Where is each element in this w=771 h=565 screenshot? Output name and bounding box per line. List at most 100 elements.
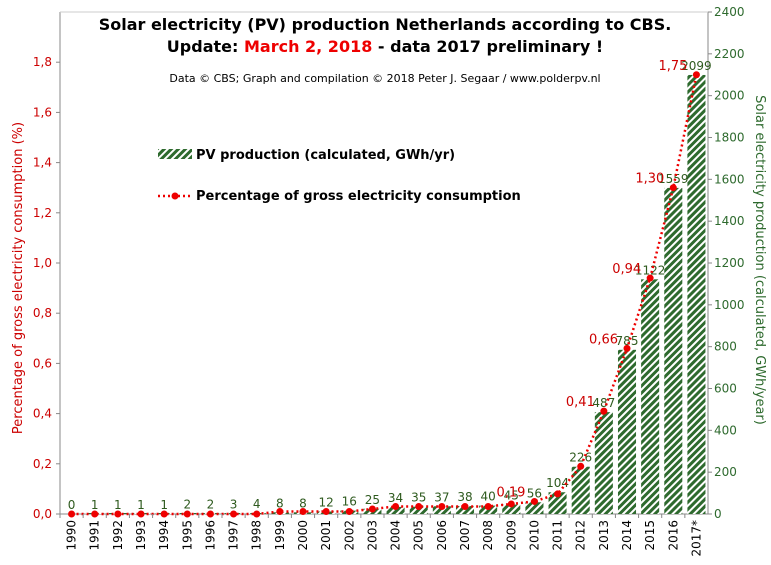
percentage-point-1997	[230, 510, 238, 518]
x-tick-label-2005: 2005	[412, 520, 426, 551]
left-tick-label: 1,0	[33, 256, 52, 270]
right-tick-label: 2200	[714, 47, 745, 61]
percentage-point-2013	[600, 407, 608, 415]
bar-label-1991: 1	[91, 498, 99, 512]
left-tick-label: 1,8	[33, 55, 52, 69]
x-tick-label-1998: 1998	[250, 520, 264, 551]
x-tick-label-2017*: 2017*	[689, 520, 703, 557]
percentage-label-2014: 0,66	[589, 332, 618, 347]
percentage-label-2013: 0,41	[566, 395, 595, 410]
x-tick-label-2009: 2009	[504, 520, 518, 551]
bar-2014	[617, 349, 637, 514]
left-tick-label: 1,2	[33, 206, 52, 220]
right-tick-label: 1000	[714, 298, 745, 312]
chart-title-line2: Update: March 2, 2018 - data 2017 prelim…	[167, 37, 603, 56]
chart-title-line1: Solar electricity (PV) production Nether…	[99, 15, 672, 34]
right-axis-ticks: 0 200 400 600 800 1000 1200 1400 1600 1800 2000 220…	[708, 5, 745, 521]
bar-label-1992: 1	[114, 498, 122, 512]
bar-label-1998: 4	[253, 497, 261, 511]
bar-label-2001: 12	[319, 495, 334, 509]
left-tick-label: 0,2	[33, 457, 52, 471]
x-tick-label-1993: 1993	[134, 520, 148, 551]
bar-label-1996: 2	[207, 498, 215, 512]
percentage-point-2014	[623, 344, 631, 352]
percentage-point-2001	[322, 507, 330, 515]
x-tick-label-2004: 2004	[389, 520, 403, 551]
right-tick-label: 1600	[714, 172, 745, 186]
bar-label-2017*: 2099	[681, 59, 712, 73]
x-tick-label-2013: 2013	[597, 520, 611, 551]
right-tick-label: 200	[714, 465, 737, 479]
x-tick-label-2015: 2015	[643, 520, 657, 551]
bar-label-2005: 35	[411, 491, 426, 505]
percentage-point-2005	[415, 502, 423, 510]
percentage-point-1990	[68, 510, 76, 518]
x-tick-label-1992: 1992	[111, 520, 125, 551]
left-tick-label: 0,6	[33, 356, 52, 370]
left-tick-label: 0,0	[33, 507, 52, 521]
x-tick-label-2008: 2008	[481, 520, 495, 551]
percentage-point-2016	[669, 184, 677, 192]
percentage-label-2016: 1,30	[635, 172, 664, 187]
bar-label-1999: 8	[276, 496, 284, 510]
x-tick-label-2002: 2002	[342, 520, 356, 551]
percentage-point-2002	[345, 507, 353, 515]
pv-production-bars	[85, 74, 706, 514]
percentage-point-2015	[646, 274, 654, 282]
bar-label-2002: 16	[342, 495, 357, 509]
bar-label-2009: 45	[504, 489, 519, 503]
bar-label-2016: 1559	[658, 172, 689, 186]
right-tick-label: 2400	[714, 5, 745, 19]
legend-line-marker	[171, 192, 179, 200]
legend-line-label: Percentage of gross electricity consumpt…	[196, 189, 521, 204]
right-tick-label: 1400	[714, 214, 745, 228]
bar-label-2008: 40	[481, 490, 496, 504]
bar-label-2011: 104	[546, 476, 569, 490]
x-tick-label-1997: 1997	[227, 520, 241, 551]
bar-label-2000: 8	[299, 496, 307, 510]
percentage-point-2007	[461, 502, 469, 510]
left-tick-label: 1,4	[33, 156, 52, 170]
percentage-point-2011	[554, 490, 562, 498]
bar-2007	[455, 506, 475, 514]
percentage-point-2003	[368, 505, 376, 513]
bar-label-2015: 1122	[635, 263, 666, 277]
x-tick-label-2010: 2010	[527, 520, 541, 551]
percentage-point-1991	[91, 510, 99, 518]
title-update-date: March 2, 2018	[244, 37, 372, 56]
bar-label-2007: 38	[457, 490, 472, 504]
chart-credit: Data © CBS; Graph and compilation © 2018…	[169, 72, 600, 85]
bar-label-2010: 56	[527, 486, 542, 500]
bar-label-2012: 226	[569, 451, 592, 465]
legend-bar-swatch	[158, 149, 192, 159]
bar-2010	[525, 502, 544, 514]
x-tick-label-2006: 2006	[435, 520, 449, 551]
x-tick-label-2000: 2000	[296, 520, 310, 551]
legend-bar-label: PV production (calculated, GWh/yr)	[196, 148, 455, 163]
bar-2009	[502, 504, 521, 514]
right-axis-title: Solar electricity production (calculated…	[752, 95, 767, 425]
right-tick-label: 600	[714, 382, 737, 396]
percentage-point-1996	[206, 510, 214, 518]
left-tick-label: 0,4	[33, 407, 52, 421]
x-tick-label-2001: 2001	[319, 520, 333, 551]
x-tick-label-1990: 1990	[65, 520, 79, 551]
x-tick-label-1994: 1994	[157, 520, 171, 551]
percentage-point-1993	[137, 510, 145, 518]
x-tick-label-2011: 2011	[551, 520, 565, 551]
legend: PV production (calculated, GWh/yr) Perce…	[158, 148, 521, 204]
right-tick-label: 0	[714, 507, 722, 521]
percentage-label-2017*: 1,75	[658, 59, 687, 74]
percentage-point-2010	[530, 497, 538, 505]
right-tick-label: 2000	[714, 89, 745, 103]
right-tick-label: 800	[714, 340, 737, 354]
bar-2005	[409, 506, 428, 514]
x-tick-label-2003: 2003	[365, 520, 379, 551]
percentage-point-1995	[183, 510, 191, 518]
percentage-point-2009	[507, 500, 515, 508]
bar-label-1995: 2	[183, 498, 191, 512]
bar-2012	[571, 466, 590, 514]
bar-label-1993: 1	[137, 498, 145, 512]
percentage-point-2000	[299, 507, 307, 515]
